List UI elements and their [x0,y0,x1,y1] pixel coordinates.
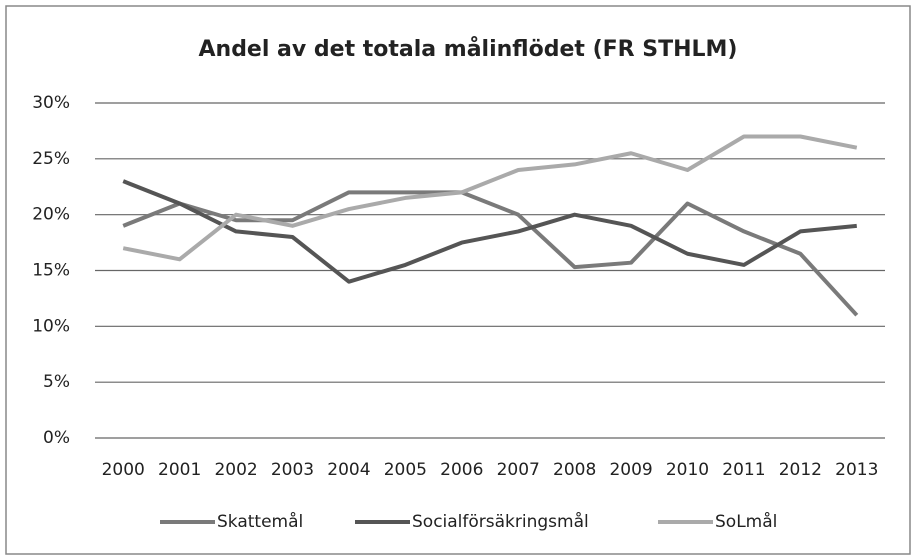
legend-label: Socialförsäkringsmål [412,511,589,532]
x-tick-label: 2001 [158,460,201,480]
x-tick-label: 2004 [327,460,370,480]
x-tick-label: 2000 [102,460,145,480]
chart-frame [5,5,911,555]
x-tick-label: 2008 [553,460,596,480]
x-tick-label: 2010 [666,460,709,480]
y-tick-label: 15% [32,261,70,281]
series-line [122,134,858,262]
x-tick-label: 2013 [835,460,878,480]
y-tick-label: 5% [43,372,70,392]
x-tick-label: 2007 [497,460,540,480]
series-line [122,179,857,284]
y-tick-label: 10% [32,316,70,336]
x-tick-label: 2006 [440,460,483,480]
y-tick-label: 25% [32,149,70,169]
chart-title: Andel av det totala målinflödet (FR STHL… [199,36,738,62]
x-tick-label: 2011 [722,460,765,480]
legend-label: SoLmål [715,511,777,532]
y-tick-label: 30% [32,93,70,113]
x-tick-label: 2009 [609,460,652,480]
x-tick-label: 2002 [214,460,257,480]
legend-label: Skattemål [217,511,303,532]
x-tick-label: 2003 [271,460,314,480]
y-tick-label: 20% [32,205,70,225]
x-tick-label: 2012 [779,460,822,480]
series-line [122,190,859,317]
y-tick-label: 0% [43,428,70,448]
x-tick-label: 2005 [384,460,427,480]
